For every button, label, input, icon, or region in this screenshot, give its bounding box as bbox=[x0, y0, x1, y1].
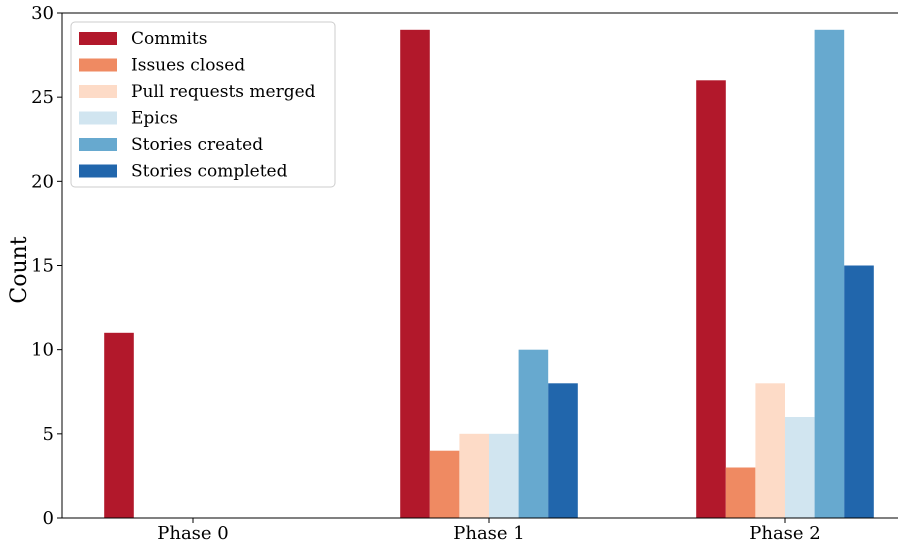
legend-label: Stories created bbox=[131, 135, 263, 155]
y-axis-title: Count bbox=[7, 236, 32, 303]
axes-group: 0 5 10 15 20 25 30 Phase 0 Phase 1 Phase 2 bbox=[31, 3, 898, 540]
legend-swatch bbox=[79, 85, 117, 98]
y-tick-label: 5 bbox=[43, 424, 54, 445]
y-tick-label: 10 bbox=[31, 340, 54, 361]
y-tick-label: 20 bbox=[31, 171, 54, 192]
legend-swatch bbox=[79, 138, 117, 151]
legend: Commits Issues closed Pull requests merged… bbox=[70, 21, 336, 188]
y-tick-label: 25 bbox=[31, 87, 54, 108]
bar-commits-phase-0 bbox=[104, 332, 134, 518]
legend-swatch bbox=[79, 111, 117, 125]
legend-label: Issues closed bbox=[131, 56, 245, 76]
bar-pull-requests-merged-phase-2 bbox=[755, 383, 785, 518]
x-tick-label: Phase 0 bbox=[157, 523, 229, 540]
y-tick-label: 15 bbox=[31, 256, 54, 277]
legend-swatch bbox=[79, 58, 117, 72]
x-tick-label: Phase 2 bbox=[749, 523, 821, 540]
bar-stories-created-phase-2 bbox=[814, 29, 845, 519]
x-tick-label: Phase 1 bbox=[453, 523, 525, 540]
bars-group bbox=[104, 29, 874, 519]
bar-commits-phase-2 bbox=[696, 80, 726, 519]
bar-epics-phase-1 bbox=[489, 433, 519, 518]
y-tick-label: 0 bbox=[43, 508, 54, 529]
bar-stories-completed-phase-2 bbox=[844, 265, 874, 518]
y-tick-label: 30 bbox=[31, 3, 54, 24]
bar-pull-requests-merged-phase-1 bbox=[459, 433, 489, 518]
legend-frame bbox=[70, 21, 336, 188]
legend-label: Epics bbox=[131, 109, 178, 129]
bar-stories-created-phase-1 bbox=[518, 349, 549, 518]
bar-stories-completed-phase-1 bbox=[548, 383, 578, 518]
bar-issues-closed-phase-1 bbox=[429, 450, 460, 518]
bar-commits-phase-1 bbox=[400, 29, 430, 519]
legend-swatch bbox=[79, 164, 117, 178]
bar-epics-phase-2 bbox=[785, 417, 815, 518]
legend-label: Commits bbox=[131, 29, 207, 49]
bar-issues-closed-phase-2 bbox=[725, 467, 756, 518]
legend-label: Pull requests merged bbox=[131, 82, 316, 102]
legend-label: Stories completed bbox=[131, 162, 288, 182]
legend-swatch bbox=[79, 32, 117, 45]
